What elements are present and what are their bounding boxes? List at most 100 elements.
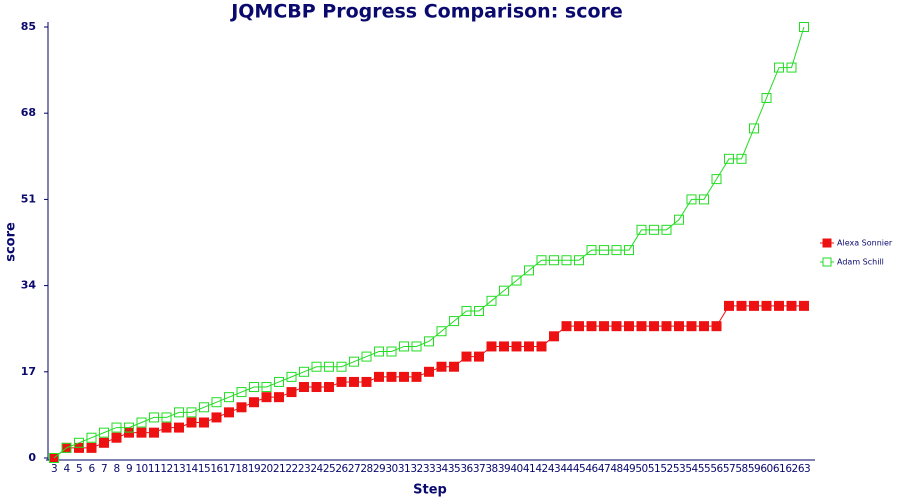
- data-point: [524, 341, 534, 352]
- data-point: [349, 376, 359, 387]
- data-point: [436, 361, 447, 372]
- data-point: [661, 321, 672, 332]
- x-tick-label: 28: [360, 463, 372, 475]
- data-point: [561, 255, 572, 266]
- data-point: [511, 275, 522, 286]
- x-tick-label: 62: [785, 463, 797, 475]
- data-point: [749, 123, 759, 134]
- x-tick-label: 29: [373, 463, 385, 475]
- data-point: [336, 376, 347, 387]
- x-tick-label: 45: [573, 463, 585, 475]
- legend-swatch: [822, 257, 832, 267]
- data-point: [624, 321, 634, 332]
- data-point: [474, 351, 484, 362]
- data-point: [161, 412, 172, 423]
- x-tick-label: 23: [298, 463, 310, 475]
- data-point: [636, 224, 647, 235]
- data-point: [199, 402, 209, 413]
- data-point: [299, 382, 309, 393]
- x-tick-label: 60: [760, 463, 772, 475]
- data-point: [786, 300, 797, 311]
- y-tick-label: 34: [21, 279, 37, 292]
- x-tick-label: 21: [273, 463, 285, 475]
- data-point: [611, 321, 622, 332]
- data-point: [74, 442, 84, 453]
- data-point: [336, 361, 347, 372]
- data-point: [686, 321, 697, 332]
- data-point: [261, 392, 272, 403]
- data-point: [274, 376, 284, 387]
- data-point: [461, 351, 472, 362]
- x-tick-label: 19: [248, 463, 260, 475]
- x-tick-label: 27: [348, 463, 360, 475]
- y-tick-label: 68: [21, 106, 36, 119]
- data-point: [186, 417, 197, 428]
- data-point: [361, 351, 372, 362]
- x-tick-label: 40: [510, 463, 522, 475]
- x-tick-label: 33: [423, 463, 435, 475]
- x-tick-label: 32: [410, 463, 422, 475]
- data-point: [549, 255, 559, 266]
- x-tick-label: 26: [335, 463, 348, 475]
- y-tick-label: 85: [21, 20, 36, 33]
- x-tick-label: 53: [673, 463, 685, 475]
- data-point: [324, 382, 334, 393]
- data-point: [661, 224, 672, 235]
- x-tick-label: 25: [323, 463, 335, 475]
- x-tick-label: 8: [113, 463, 119, 475]
- x-tick-label: 17: [223, 463, 235, 475]
- data-point: [74, 437, 84, 448]
- data-point: [399, 371, 409, 382]
- x-tick-label: 37: [473, 463, 485, 475]
- data-point: [449, 316, 459, 327]
- data-point: [649, 224, 659, 235]
- data-point: [586, 321, 597, 332]
- x-tick-label: 14: [185, 463, 198, 475]
- x-tick-label: 7: [101, 463, 107, 475]
- data-point: [449, 361, 459, 372]
- data-point: [711, 321, 722, 332]
- data-point: [399, 341, 409, 352]
- data-point: [574, 255, 584, 266]
- data-point: [299, 366, 309, 377]
- y-axis-label: score: [4, 222, 19, 262]
- data-point: [224, 392, 234, 403]
- x-tick-label: 20: [260, 463, 272, 475]
- data-point: [286, 387, 297, 398]
- data-point: [274, 392, 284, 403]
- x-tick-label: 57: [723, 463, 735, 475]
- data-point: [486, 295, 497, 306]
- data-point: [386, 346, 397, 357]
- data-point: [61, 442, 72, 453]
- data-point: [311, 361, 322, 372]
- x-tick-label: 61: [773, 463, 785, 475]
- data-point: [724, 300, 734, 311]
- x-tick-label: 41: [523, 463, 535, 475]
- x-tick-label: 50: [635, 463, 647, 475]
- x-tick-label: 55: [698, 463, 710, 475]
- x-tick-label: 31: [398, 463, 410, 475]
- x-tick-label: 34: [435, 463, 448, 475]
- data-point: [49, 453, 59, 463]
- x-tick-label: 47: [598, 463, 610, 475]
- data-point: [536, 341, 547, 352]
- y-tick-label: 0: [28, 451, 36, 464]
- x-tick-label: 52: [660, 463, 672, 475]
- x-tick-label: 51: [648, 463, 660, 475]
- x-tick-label: 9: [126, 463, 132, 475]
- data-point: [249, 382, 259, 393]
- data-point: [561, 321, 572, 332]
- chart-title: JQMCBP Progress Comparison: score: [229, 1, 623, 23]
- x-tick-label: 36: [460, 463, 473, 475]
- x-tick-label: 54: [685, 463, 698, 475]
- x-axis-label: Step: [413, 483, 447, 498]
- x-tick-label: 6: [88, 463, 95, 475]
- x-tick-label: 35: [448, 463, 460, 475]
- data-point: [99, 427, 109, 438]
- data-point: [474, 305, 484, 316]
- x-tick-label: 3: [51, 463, 57, 475]
- x-tick-label: 43: [548, 463, 560, 475]
- data-point: [349, 356, 359, 367]
- x-tick-label: 18: [235, 463, 247, 475]
